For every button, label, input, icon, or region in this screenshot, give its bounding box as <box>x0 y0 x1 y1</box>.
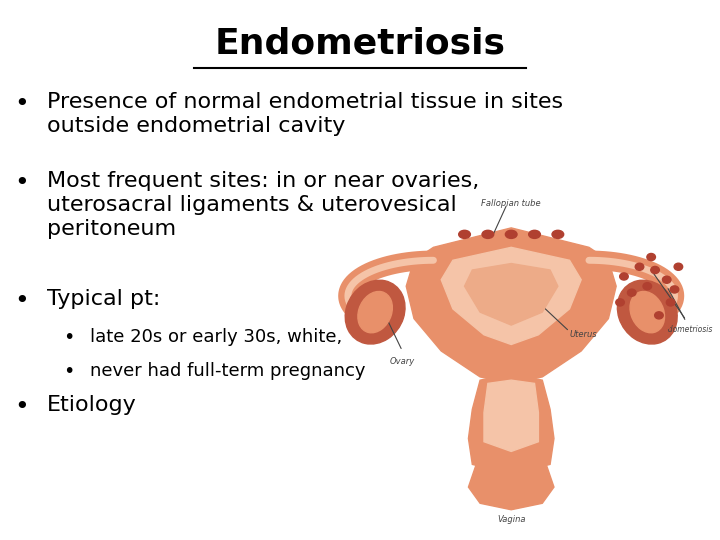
Text: Presence of normal endometrial tissue in sites
outside endometrial cavity: Presence of normal endometrial tissue in… <box>47 92 563 136</box>
Text: Ovary: Ovary <box>390 357 415 367</box>
Ellipse shape <box>505 230 517 239</box>
Ellipse shape <box>616 299 624 306</box>
Text: Most frequent sites: in or near ovaries,
uterosacral ligaments & uterovesical
pe: Most frequent sites: in or near ovaries,… <box>47 171 479 239</box>
Ellipse shape <box>635 263 644 271</box>
Polygon shape <box>406 228 616 383</box>
Ellipse shape <box>662 276 671 284</box>
Ellipse shape <box>630 292 665 333</box>
Polygon shape <box>464 264 558 325</box>
Ellipse shape <box>345 280 405 344</box>
Ellipse shape <box>482 230 494 239</box>
Ellipse shape <box>647 253 655 261</box>
Text: Uterus: Uterus <box>570 330 597 339</box>
Ellipse shape <box>654 312 663 319</box>
Text: Endometriosis: Endometriosis <box>215 27 505 61</box>
Ellipse shape <box>617 280 678 344</box>
Ellipse shape <box>459 230 470 239</box>
Text: Etiology: Etiology <box>47 395 137 415</box>
Text: Endometriosis: Endometriosis <box>659 325 714 334</box>
Ellipse shape <box>620 273 629 280</box>
Text: Typical pt:: Typical pt: <box>47 289 160 309</box>
Text: Fallopian tube: Fallopian tube <box>482 199 541 208</box>
Text: •: • <box>14 171 29 194</box>
Ellipse shape <box>651 266 660 274</box>
Text: late 20s or early 30s, white,: late 20s or early 30s, white, <box>90 328 342 346</box>
Text: •: • <box>14 92 29 116</box>
Text: •: • <box>14 395 29 419</box>
Ellipse shape <box>666 299 675 306</box>
Text: •: • <box>14 289 29 313</box>
Text: •: • <box>63 328 74 347</box>
Polygon shape <box>441 247 581 345</box>
Polygon shape <box>469 374 554 474</box>
Ellipse shape <box>643 282 652 290</box>
Ellipse shape <box>670 286 679 293</box>
Text: Vagina: Vagina <box>497 515 526 524</box>
Ellipse shape <box>674 263 683 271</box>
Ellipse shape <box>552 230 564 239</box>
Polygon shape <box>484 380 539 451</box>
Polygon shape <box>469 458 554 510</box>
Ellipse shape <box>358 292 392 333</box>
Ellipse shape <box>528 230 540 239</box>
Ellipse shape <box>627 289 636 296</box>
Text: never had full-term pregnancy: never had full-term pregnancy <box>90 362 366 380</box>
Text: •: • <box>63 362 74 381</box>
